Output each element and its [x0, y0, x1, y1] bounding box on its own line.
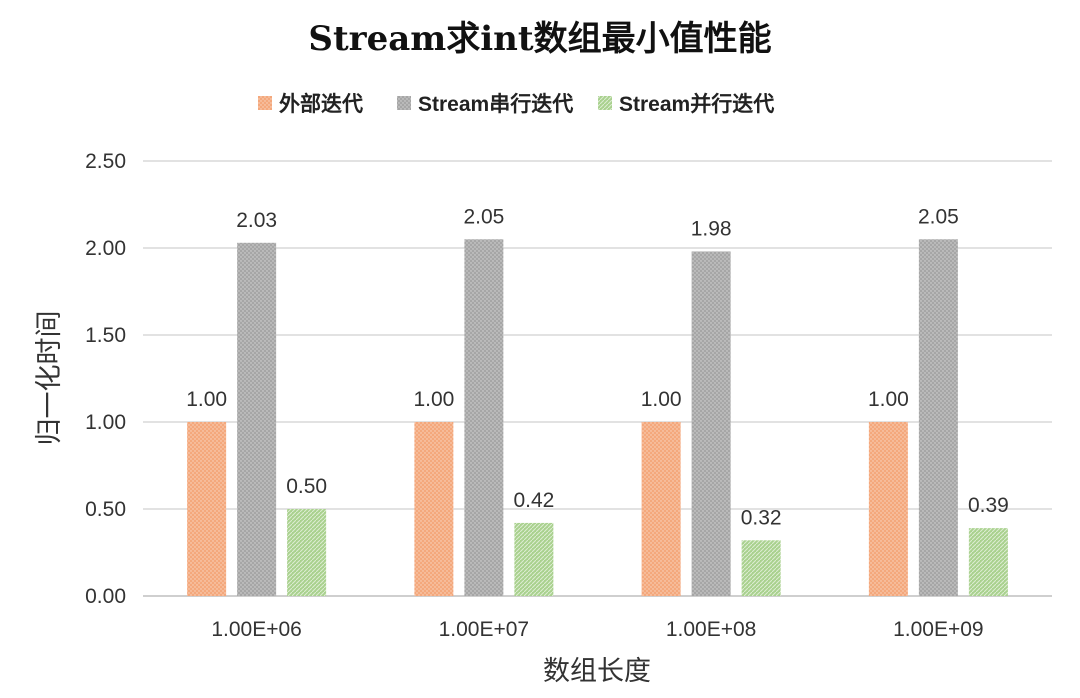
x-tick-label: 1.00E+08 — [666, 618, 757, 641]
bar — [514, 522, 554, 596]
data-label: 1.98 — [691, 217, 732, 240]
data-label: 1.00 — [413, 388, 454, 411]
legend-label: Stream串行迭代 — [418, 92, 573, 116]
x-axis-title: 数组长度 — [543, 656, 651, 686]
y-tick-label: 2.50 — [85, 150, 126, 173]
bar — [641, 422, 681, 596]
gridlines: 0.00 0.50 1.00 1.50 2.00 2.50 — [85, 150, 1052, 608]
bar — [918, 239, 958, 597]
y-axis-title: 归一化时间 — [34, 311, 64, 446]
bar — [868, 422, 908, 596]
data-label: 1.00 — [641, 388, 682, 411]
bar — [187, 422, 227, 596]
data-label: 1.00 — [868, 388, 909, 411]
bar — [464, 239, 504, 597]
legend-swatch — [258, 96, 272, 110]
legend-swatch — [598, 96, 612, 110]
x-tick-label: 1.00E+06 — [211, 618, 302, 641]
legend-swatch — [397, 96, 411, 110]
legend-label: 外部迭代 — [279, 92, 363, 116]
y-tick-label: 1.50 — [85, 324, 126, 347]
y-tick-label: 1.00 — [85, 411, 126, 434]
bar — [414, 422, 454, 596]
legend: 外部迭代 Stream串行迭代 Stream并行迭代 — [258, 92, 774, 116]
bar — [968, 528, 1008, 596]
data-label: 2.05 — [463, 205, 504, 228]
data-label: 1.00 — [186, 388, 227, 411]
data-label: 0.39 — [968, 494, 1009, 517]
y-tick-label: 2.00 — [85, 237, 126, 260]
data-label: 0.32 — [741, 506, 782, 529]
bar — [691, 251, 731, 597]
data-label: 0.50 — [286, 475, 327, 498]
bars: 1.00E+06 1.00 2.03 0.50 1.00E+07 1.00 2.05 0.42… — [186, 205, 1009, 641]
bar — [237, 242, 277, 596]
bar — [741, 540, 781, 596]
chart-title: Stream求int数组最小值性能 — [308, 19, 771, 59]
data-label: 0.42 — [513, 489, 554, 512]
y-tick-label: 0.50 — [85, 498, 126, 521]
x-tick-label: 1.00E+09 — [893, 618, 984, 641]
y-tick-label: 0.00 — [85, 585, 126, 608]
bar — [287, 509, 327, 596]
legend-label: Stream并行迭代 — [619, 92, 774, 116]
x-tick-label: 1.00E+07 — [439, 618, 530, 641]
data-label: 2.03 — [236, 209, 277, 232]
data-label: 2.05 — [918, 205, 959, 228]
